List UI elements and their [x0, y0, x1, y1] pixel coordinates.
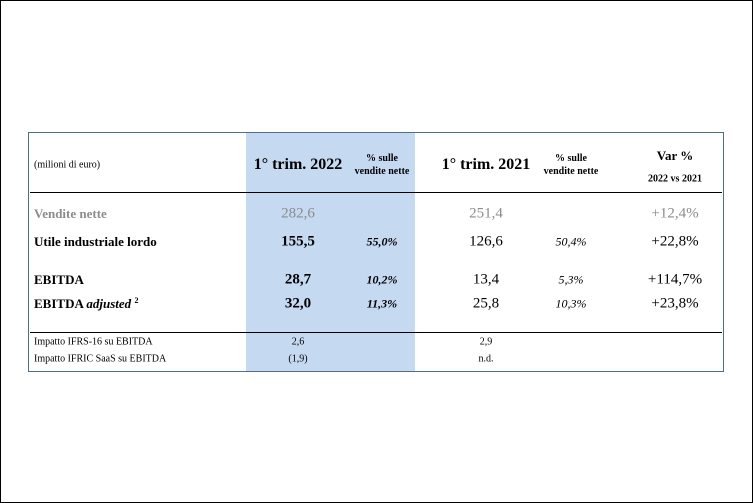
- footer-label: Impatto IFRIC SaaS su EBITDA: [34, 353, 167, 365]
- cell: 251,4: [469, 205, 503, 222]
- table-frame: [28, 132, 724, 372]
- cell: 5,3%: [558, 272, 584, 287]
- cell: 55,0%: [366, 234, 398, 249]
- header-line: % sulle: [555, 153, 587, 164]
- column-header: % sulle vendite nette: [355, 152, 410, 178]
- cell: 25,8: [472, 295, 500, 312]
- cell: +22,8%: [651, 233, 699, 250]
- footer-label: Impatto IFRS-16 su EBITDA: [34, 336, 153, 348]
- column-subheader: 2022 vs 2021: [648, 173, 702, 185]
- footnote-mark: 2: [134, 295, 139, 305]
- rule: [30, 332, 722, 333]
- cell: 155,5: [281, 233, 315, 250]
- column-header: % sulle vendite nette: [544, 152, 599, 178]
- cell: 126,6: [469, 233, 503, 250]
- column-header: 1° trim. 2022: [253, 156, 343, 173]
- cell: 11,3%: [366, 296, 398, 311]
- unit-label: (milioni di euro): [34, 159, 101, 171]
- highlight-column: [246, 133, 415, 371]
- cell: 10,3%: [555, 296, 587, 311]
- cell: 32,0: [284, 295, 312, 312]
- cell: 2,9: [479, 336, 493, 348]
- label-italic: adjusted: [86, 296, 132, 312]
- header-line: vendite nette: [354, 166, 410, 177]
- cell: +12,4%: [651, 205, 699, 222]
- cell: 13,4: [472, 271, 500, 288]
- cell: n.d.: [478, 353, 494, 365]
- cell: 2,6: [291, 336, 305, 348]
- column-header: 1° trim. 2021: [441, 156, 531, 173]
- row-label: Utile industriale lordo: [34, 234, 157, 249]
- cell: 282,6: [281, 205, 315, 222]
- row-label: EBITDA: [34, 272, 84, 287]
- column-header: Var %: [656, 148, 694, 163]
- cell: +114,7%: [647, 271, 703, 288]
- header-line: vendite nette: [543, 166, 599, 177]
- row-label: Vendite nette: [34, 206, 107, 221]
- header-line: % sulle: [366, 153, 398, 164]
- cell: 10,2%: [366, 272, 398, 287]
- row-label: EBITDA adjusted 2: [34, 296, 138, 312]
- cell: +23,8%: [651, 295, 699, 312]
- rule: [30, 192, 722, 193]
- cell: (1,9): [288, 353, 308, 365]
- cell: 28,7: [284, 271, 312, 288]
- label-text: EBITDA: [34, 296, 84, 312]
- cell: 50,4%: [555, 234, 587, 249]
